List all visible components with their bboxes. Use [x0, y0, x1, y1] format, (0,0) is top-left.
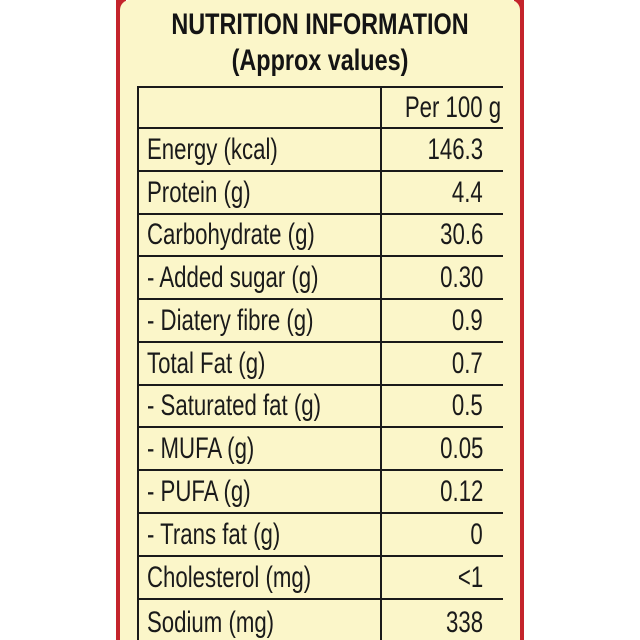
table-row: Sodium (mg) 338	[139, 600, 503, 640]
row-value: 338	[445, 606, 483, 639]
row-label: - PUFA (g)	[147, 474, 251, 508]
row-value: 0.05	[439, 431, 483, 465]
column-header-per-100g: Per 100 g	[404, 90, 501, 124]
row-value: 30.6	[439, 218, 483, 251]
row-label: Carbohydrate (g)	[147, 218, 315, 251]
table-row: Energy (kcal) 146.3	[139, 129, 503, 172]
table-row: Protein (g) 4.4	[139, 172, 503, 215]
table-row: - Diatery fibre (g) 0.9	[139, 300, 503, 343]
nutrition-header: NUTRITION INFORMATION (Approx values)	[120, 0, 520, 86]
table-row: Cholesterol (mg) <1	[139, 557, 503, 600]
nutrition-table: Per 100 g Energy (kcal) 146.3 Protein (g…	[137, 86, 503, 640]
row-label: - Saturated fat (g)	[147, 389, 321, 422]
row-label: Cholesterol (mg)	[147, 560, 312, 594]
table-header-row: Per 100 g	[139, 88, 503, 129]
nutrition-subtitle: (Approx values)	[231, 44, 409, 77]
row-label: - Diatery fibre (g)	[147, 303, 314, 337]
row-value: 0.9	[452, 303, 483, 337]
row-label: Total Fat (g)	[147, 346, 266, 380]
row-label: Protein (g)	[147, 175, 251, 209]
row-value: 0.30	[439, 260, 483, 294]
row-value: 0.12	[439, 474, 483, 508]
table-row: - Trans fat (g) 0	[139, 514, 503, 557]
row-label: - Trans fat (g)	[147, 517, 281, 551]
row-value: 0.7	[452, 346, 483, 380]
table-row: - Added sugar (g) 0.30	[139, 257, 503, 300]
row-label: - MUFA (g)	[147, 431, 255, 465]
row-label: Sodium (mg)	[147, 606, 275, 639]
row-value: <1	[457, 560, 483, 594]
nutrition-title: NUTRITION INFORMATION	[171, 8, 469, 41]
row-value: 146.3	[427, 132, 483, 166]
row-value: 4.4	[452, 175, 483, 209]
row-label: Energy (kcal)	[147, 132, 278, 166]
row-value: 0.5	[452, 389, 483, 422]
table-row: - PUFA (g) 0.12	[139, 471, 503, 514]
row-label: - Added sugar (g)	[147, 260, 319, 294]
table-row: Total Fat (g) 0.7	[139, 343, 503, 386]
nutrition-panel: NUTRITION INFORMATION (Approx values) Pe…	[120, 0, 520, 640]
column-divider	[380, 88, 382, 640]
row-value: 0	[470, 517, 483, 551]
table-row: - Saturated fat (g) 0.5	[139, 386, 503, 428]
table-row: - MUFA (g) 0.05	[139, 428, 503, 471]
table-row: Carbohydrate (g) 30.6	[139, 215, 503, 257]
